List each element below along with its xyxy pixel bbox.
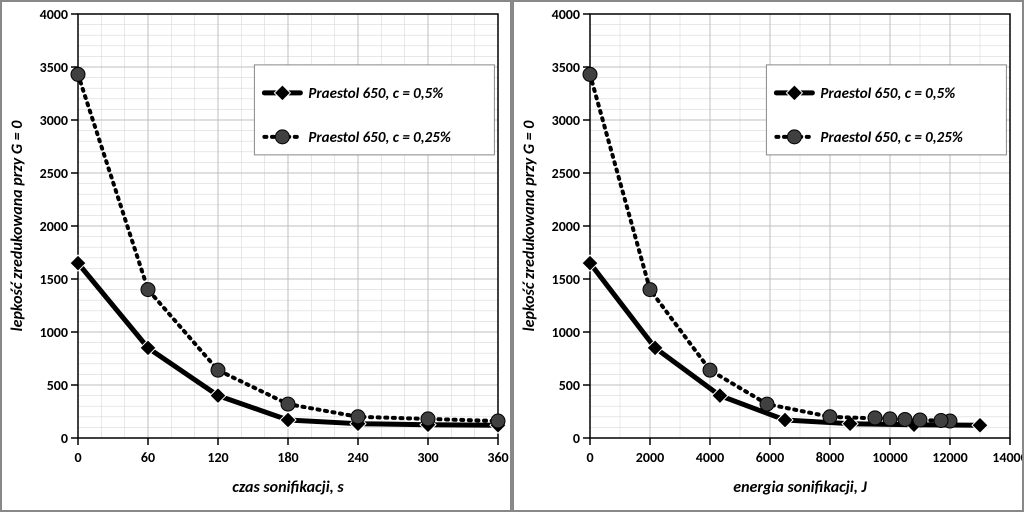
svg-text:3000: 3000 [552,112,580,129]
svg-text:1500: 1500 [552,271,580,288]
svg-text:1500: 1500 [40,271,68,288]
svg-text:czas sonifikacji, s: czas sonifikacji, s [232,478,344,497]
svg-text:300: 300 [417,449,438,466]
svg-text:12000: 12000 [932,449,967,466]
chart-panel-left: 0 60 120 180 240 300 360 0 500 1000 1500 2000 2500 30… [0,0,512,512]
svg-text:2500: 2500 [40,165,68,182]
svg-text:Praestol 650, c = 0,5%: Praestol 650, c = 0,5% [308,85,443,103]
chart-panel-right: 0 2000 4000 6000 8000 10000 12000 14000 0 500 1000… [512,0,1024,512]
svg-text:6000: 6000 [756,449,784,466]
svg-text:500: 500 [47,377,68,394]
svg-text:2000: 2000 [636,449,664,466]
svg-text:4000: 4000 [696,449,724,466]
svg-text:Praestol 650, c = 0,25%: Praestol 650, c = 0,25% [308,129,450,147]
svg-text:14000: 14000 [992,449,1022,466]
svg-text:360: 360 [487,449,508,466]
svg-text:2000: 2000 [40,218,68,235]
svg-text:4000: 4000 [40,6,68,23]
svg-text:8000: 8000 [816,449,844,466]
svg-text:2000: 2000 [552,218,580,235]
svg-text:0: 0 [74,449,81,466]
svg-text:120: 120 [207,449,228,466]
svg-text:lepkość zredukowana przy G = 0: lepkość zredukowana przy G = 0 [520,120,539,332]
svg-text:60: 60 [141,449,155,466]
svg-text:10000: 10000 [872,449,907,466]
svg-text:0: 0 [573,430,580,447]
svg-text:500: 500 [559,377,580,394]
svg-text:lepkość zredukowana przy G = 0: lepkość zredukowana przy G = 0 [8,120,27,332]
svg-text:energia sonifikacji, J: energia sonifikacji, J [733,478,867,497]
chart-container: 0 60 120 180 240 300 360 0 500 1000 1500 2000 2500 30… [0,0,1024,512]
svg-text:2500: 2500 [552,165,580,182]
svg-text:Praestol 650, c = 0,5%: Praestol 650, c = 0,5% [820,85,955,103]
svg-text:240: 240 [347,449,368,466]
svg-text:3500: 3500 [552,59,580,76]
svg-text:3500: 3500 [40,59,68,76]
svg-text:1000: 1000 [40,324,68,341]
svg-text:180: 180 [277,449,298,466]
svg-text:4000: 4000 [552,6,580,23]
svg-text:0: 0 [586,449,593,466]
svg-text:Praestol 650, c = 0,25%: Praestol 650, c = 0,25% [820,129,962,147]
svg-text:1000: 1000 [552,324,580,341]
svg-text:3000: 3000 [40,112,68,129]
svg-text:0: 0 [61,430,68,447]
